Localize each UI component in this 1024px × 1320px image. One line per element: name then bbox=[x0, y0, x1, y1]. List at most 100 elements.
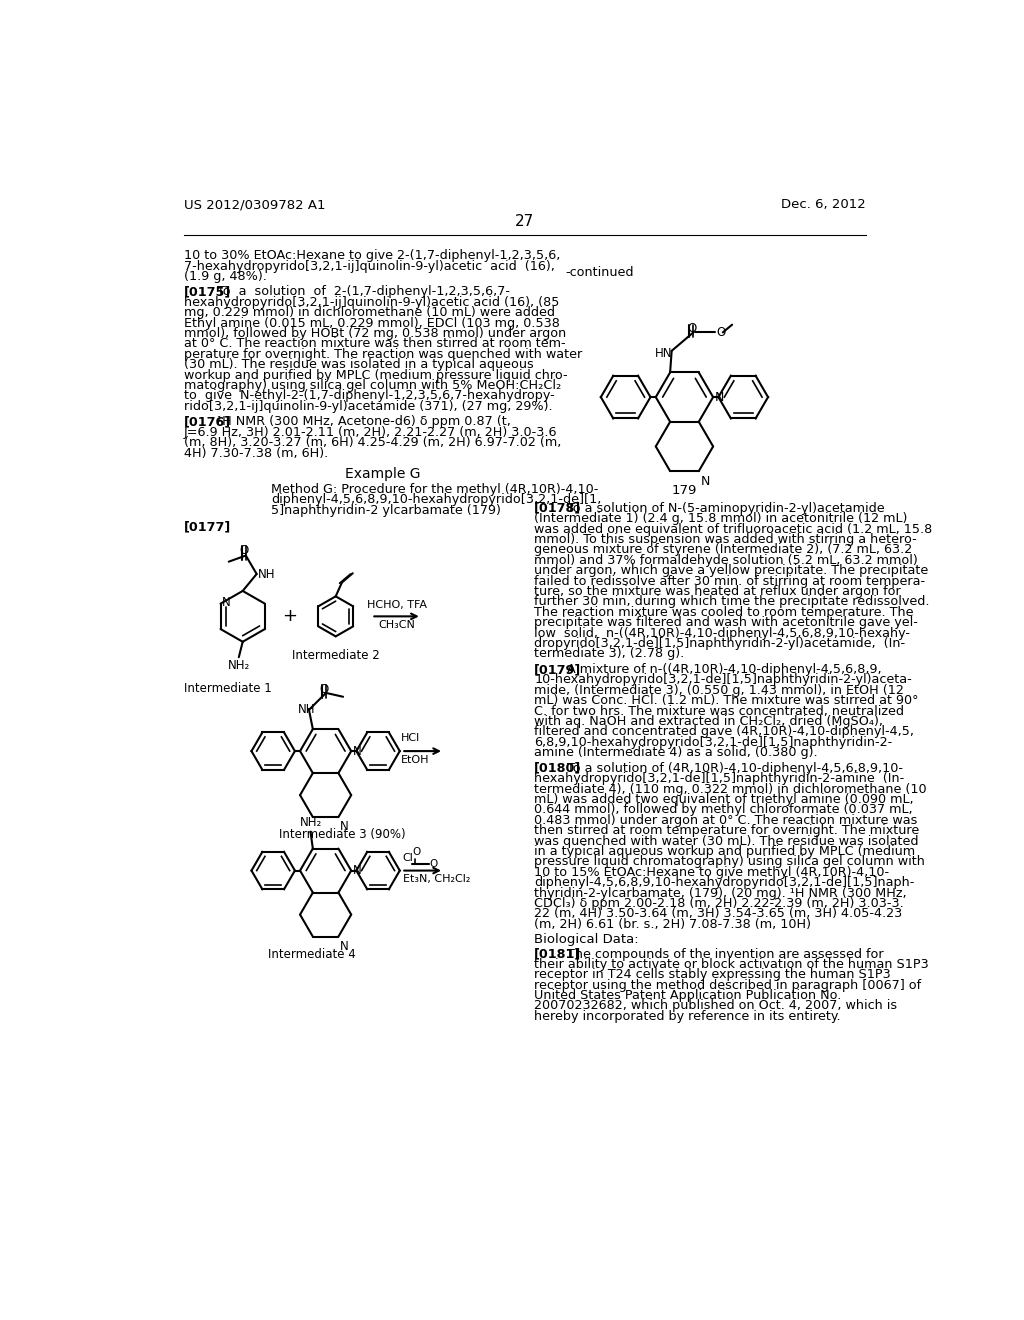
Text: perature for overnight. The reaction was quenched with water: perature for overnight. The reaction was… bbox=[183, 348, 582, 360]
Text: mg, 0.229 mmol) in dichloromethane (10 mL) were added: mg, 0.229 mmol) in dichloromethane (10 m… bbox=[183, 306, 555, 319]
Text: The reaction mixture was cooled to room temperature. The: The reaction mixture was cooled to room … bbox=[535, 606, 913, 619]
Text: O: O bbox=[412, 847, 420, 858]
Text: geneous mixture of styrene (Intermediate 2), (7.2 mL, 63.2: geneous mixture of styrene (Intermediate… bbox=[535, 544, 912, 557]
Text: failed to redissolve after 30 min. of stirring at room tempera-: failed to redissolve after 30 min. of st… bbox=[535, 574, 926, 587]
Text: hexahydropyrido[3,2,1-ij]quinolin-9-yl)acetic acid (16), (85: hexahydropyrido[3,2,1-ij]quinolin-9-yl)a… bbox=[183, 296, 559, 309]
Text: C. for two hrs. The mixture was concentrated, neutralized: C. for two hrs. The mixture was concentr… bbox=[535, 705, 904, 718]
Text: matography) using silica gel column with 5% MeOH:CH₂Cl₂: matography) using silica gel column with… bbox=[183, 379, 561, 392]
Text: To a solution of N-(5-aminopyridin-2-yl)acetamide: To a solution of N-(5-aminopyridin-2-yl)… bbox=[567, 502, 885, 515]
Text: 10 to 15% EtOAc:Hexane to give methyl (4R,10R)-4,10-: 10 to 15% EtOAc:Hexane to give methyl (4… bbox=[535, 866, 889, 879]
Text: to  give  N-ethyl-2-(1,7-diphenyl-1,2,3,5,6,7-hexahydropy-: to give N-ethyl-2-(1,7-diphenyl-1,2,3,5,… bbox=[183, 389, 555, 403]
Text: under argon, which gave a yellow precipitate. The precipitate: under argon, which gave a yellow precipi… bbox=[535, 564, 929, 577]
Text: O: O bbox=[687, 322, 696, 335]
Text: N: N bbox=[352, 865, 361, 876]
Text: Example G: Example G bbox=[345, 467, 421, 482]
Text: hexahydropyrido[3,2,1-de][1,5]naphthyridin-2-amine  (In-: hexahydropyrido[3,2,1-de][1,5]naphthyrid… bbox=[535, 772, 904, 785]
Text: CH₃CN: CH₃CN bbox=[378, 620, 415, 630]
Text: N: N bbox=[340, 940, 349, 953]
Text: Method G: Procedure for the methyl (4R,10R)-4,10-: Method G: Procedure for the methyl (4R,1… bbox=[271, 483, 599, 496]
Text: with aq. NaOH and extracted in CH₂Cl₂, dried (MgSO₄),: with aq. NaOH and extracted in CH₂Cl₂, d… bbox=[535, 715, 883, 729]
Text: A mixture of n-((4R,10R)-4,10-diphenyl-4,5,6,8,9,: A mixture of n-((4R,10R)-4,10-diphenyl-4… bbox=[567, 663, 882, 676]
Text: receptor using the method described in paragraph [0067] of: receptor using the method described in p… bbox=[535, 978, 922, 991]
Text: O: O bbox=[717, 326, 726, 339]
Text: HN: HN bbox=[654, 347, 672, 360]
Text: mmol), followed by HOBt (72 mg, 0.538 mmol) under argon: mmol), followed by HOBt (72 mg, 0.538 mm… bbox=[183, 327, 566, 341]
Text: in a typical aqueous workup and purified by MPLC (medium: in a typical aqueous workup and purified… bbox=[535, 845, 915, 858]
Text: O: O bbox=[319, 682, 329, 696]
Text: 0.483 mmol) under argon at 0° C. The reaction mixture was: 0.483 mmol) under argon at 0° C. The rea… bbox=[535, 813, 918, 826]
Text: mmol) and 37% formaldehyde solution (5.2 mL, 63.2 mmol): mmol) and 37% formaldehyde solution (5.2… bbox=[535, 554, 918, 566]
Text: pressure liquid chromatography) using silica gel column with: pressure liquid chromatography) using si… bbox=[535, 855, 925, 869]
Text: 27: 27 bbox=[515, 214, 535, 228]
Text: termediate 4), (110 mg, 0.322 mmol) in dichloromethane (10: termediate 4), (110 mg, 0.322 mmol) in d… bbox=[535, 783, 927, 796]
Text: was quenched with water (30 mL). The residue was isolated: was quenched with water (30 mL). The res… bbox=[535, 834, 919, 847]
Text: The compounds of the invention are assessed for: The compounds of the invention are asses… bbox=[567, 948, 884, 961]
Text: NH: NH bbox=[258, 568, 275, 581]
Text: 22 (m, 4H) 3.50-3.64 (m, 3H) 3.54-3.65 (m, 3H) 4.05-4.23: 22 (m, 4H) 3.50-3.64 (m, 3H) 3.54-3.65 (… bbox=[535, 907, 902, 920]
Text: N: N bbox=[715, 391, 724, 404]
Text: 179: 179 bbox=[672, 484, 697, 498]
Text: filtered and concentrated gave (4R,10R)-4,10-diphenyl-4,5,: filtered and concentrated gave (4R,10R)-… bbox=[535, 726, 914, 738]
Text: [0178]: [0178] bbox=[535, 502, 582, 515]
Text: -continued: -continued bbox=[565, 267, 634, 280]
Text: ¹H NMR (300 MHz, Acetone-d6) δ ppm 0.87 (t,: ¹H NMR (300 MHz, Acetone-d6) δ ppm 0.87 … bbox=[217, 416, 511, 429]
Text: Intermediate 3 (90%): Intermediate 3 (90%) bbox=[280, 828, 406, 841]
Text: dropyrido[3,2,1-de][1,5]naphthyridin-2-yl)acetamide,  (In-: dropyrido[3,2,1-de][1,5]naphthyridin-2-y… bbox=[535, 638, 905, 649]
Text: 10-hexahydropyrido[3,2,1-de][1,5]naphthyridin-2-yl)aceta-: 10-hexahydropyrido[3,2,1-de][1,5]naphthy… bbox=[535, 673, 911, 686]
Text: further 30 min, during which time the precipitate redissolved.: further 30 min, during which time the pr… bbox=[535, 595, 930, 609]
Text: (30 mL). The residue was isolated in a typical aqueous: (30 mL). The residue was isolated in a t… bbox=[183, 358, 534, 371]
Text: To a solution of (4R,10R)-4,10-diphenyl-4,5,6,8,9,10-: To a solution of (4R,10R)-4,10-diphenyl-… bbox=[567, 762, 903, 775]
Text: Intermediate 4: Intermediate 4 bbox=[267, 948, 355, 961]
Text: NH: NH bbox=[298, 704, 315, 717]
Text: then stirred at room temperature for overnight. The mixture: then stirred at room temperature for ove… bbox=[535, 824, 920, 837]
Text: mmol). To this suspension was added with stirring a hetero-: mmol). To this suspension was added with… bbox=[535, 533, 916, 546]
Text: diphenyl-4,5,6,8,9,10-hexahydropyrido[3,2,1-de][1,5]naph-: diphenyl-4,5,6,8,9,10-hexahydropyrido[3,… bbox=[535, 876, 914, 890]
Text: thyridin-2-ylcarbamate, (179), (20 mg). ¹H NMR (300 MHz,: thyridin-2-ylcarbamate, (179), (20 mg). … bbox=[535, 887, 906, 899]
Text: (Intermediate 1) (2.4 g, 15.8 mmol) in acetonitrile (12 mL): (Intermediate 1) (2.4 g, 15.8 mmol) in a… bbox=[535, 512, 907, 525]
Text: Intermediate 2: Intermediate 2 bbox=[292, 648, 380, 661]
Text: To  a  solution  of  2-(1,7-diphenyl-1,2,3,5,6,7-: To a solution of 2-(1,7-diphenyl-1,2,3,5… bbox=[217, 285, 510, 298]
Text: receptor in T24 cells stably expressing the human S1P3: receptor in T24 cells stably expressing … bbox=[535, 969, 891, 981]
Text: 4H) 7.30-7.38 (m, 6H).: 4H) 7.30-7.38 (m, 6H). bbox=[183, 446, 328, 459]
Text: N: N bbox=[700, 475, 710, 488]
Text: ture, so the mixture was heated at reflux under argon for: ture, so the mixture was heated at reflu… bbox=[535, 585, 901, 598]
Text: N: N bbox=[352, 744, 361, 758]
Text: diphenyl-4,5,6,8,9,10-hexahydropyrido[3,2,1-de][1,: diphenyl-4,5,6,8,9,10-hexahydropyrido[3,… bbox=[271, 494, 602, 506]
Text: US 2012/0309782 A1: US 2012/0309782 A1 bbox=[183, 198, 326, 211]
Text: N: N bbox=[340, 820, 349, 833]
Text: Ethyl amine (0.015 mL, 0.229 mmol), EDCl (103 mg, 0.538: Ethyl amine (0.015 mL, 0.229 mmol), EDCl… bbox=[183, 317, 560, 330]
Text: [0176]: [0176] bbox=[183, 416, 231, 429]
Text: hereby incorporated by reference in its entirety.: hereby incorporated by reference in its … bbox=[535, 1010, 841, 1023]
Text: 20070232682, which published on Oct. 4, 2007, which is: 20070232682, which published on Oct. 4, … bbox=[535, 999, 897, 1012]
Text: amine (Intermediate 4) as a solid, (0.380 g).: amine (Intermediate 4) as a solid, (0.38… bbox=[535, 746, 818, 759]
Text: HCl: HCl bbox=[401, 734, 421, 743]
Text: Intermediate 1: Intermediate 1 bbox=[183, 682, 271, 694]
Text: NH₂: NH₂ bbox=[299, 816, 322, 829]
Text: 6,8,9,10-hexahydropyrido[3,2,1-de][1,5]naphthyridin-2-: 6,8,9,10-hexahydropyrido[3,2,1-de][1,5]n… bbox=[535, 735, 892, 748]
Text: [0177]: [0177] bbox=[183, 520, 231, 533]
Text: Dec. 6, 2012: Dec. 6, 2012 bbox=[781, 198, 866, 211]
Text: HCHO, TFA: HCHO, TFA bbox=[367, 601, 427, 610]
Text: mide, (Intermediate 3), (0.550 g, 1.43 mmol), in EtOH (12: mide, (Intermediate 3), (0.550 g, 1.43 m… bbox=[535, 684, 904, 697]
Text: low  solid,  n-((4R,10R)-4,10-diphenyl-4,5,6,8,9,10-hexahy-: low solid, n-((4R,10R)-4,10-diphenyl-4,5… bbox=[535, 627, 910, 640]
Text: at 0° C. The reaction mixture was then stirred at room tem-: at 0° C. The reaction mixture was then s… bbox=[183, 338, 565, 350]
Text: precipitate was filtered and wash with acetonitrile gave yel-: precipitate was filtered and wash with a… bbox=[535, 616, 918, 630]
Text: (m, 2H) 6.61 (br. s., 2H) 7.08-7.38 (m, 10H): (m, 2H) 6.61 (br. s., 2H) 7.08-7.38 (m, … bbox=[535, 917, 811, 931]
Text: 10 to 30% EtOAc:Hexane to give 2-(1,7-diphenyl-1,2,3,5,6,: 10 to 30% EtOAc:Hexane to give 2-(1,7-di… bbox=[183, 249, 560, 263]
Text: (m, 8H), 3.20-3.27 (m, 6H) 4.25-4.29 (m, 2H) 6.97-7.02 (m,: (m, 8H), 3.20-3.27 (m, 6H) 4.25-4.29 (m,… bbox=[183, 436, 561, 449]
Text: O: O bbox=[240, 544, 249, 557]
Text: [0180]: [0180] bbox=[535, 762, 582, 775]
Text: [0179]: [0179] bbox=[535, 663, 582, 676]
Text: workup and purified by MPLC (medium pressure liquid chro-: workup and purified by MPLC (medium pres… bbox=[183, 368, 567, 381]
Text: 7-hexahydropyrido[3,2,1-ij]quinolin-9-yl)acetic  acid  (16),: 7-hexahydropyrido[3,2,1-ij]quinolin-9-yl… bbox=[183, 260, 555, 273]
Text: (1.9 g, 48%).: (1.9 g, 48%). bbox=[183, 271, 266, 282]
Text: termediate 3), (2.78 g).: termediate 3), (2.78 g). bbox=[535, 647, 684, 660]
Text: 0.644 mmol), followed by methyl chloroformate (0.037 mL,: 0.644 mmol), followed by methyl chlorofo… bbox=[535, 804, 912, 816]
Text: Biological Data:: Biological Data: bbox=[535, 933, 639, 946]
Text: N: N bbox=[222, 595, 230, 609]
Text: NH₂: NH₂ bbox=[227, 660, 250, 672]
Text: 5]naphthyridin-2 ylcarbamate (179): 5]naphthyridin-2 ylcarbamate (179) bbox=[271, 503, 502, 516]
Text: [0181]: [0181] bbox=[535, 948, 582, 961]
Text: +: + bbox=[282, 607, 297, 626]
Text: was added one equivalent of trifluoroacetic acid (1.2 mL, 15.8: was added one equivalent of trifluoroace… bbox=[535, 523, 932, 536]
